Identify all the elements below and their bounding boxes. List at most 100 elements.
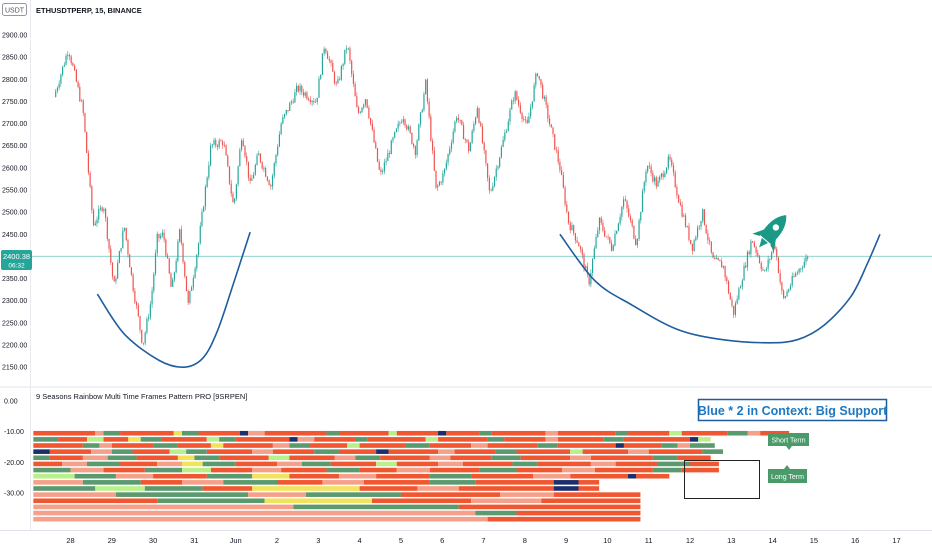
candle-body: [709, 240, 711, 242]
candle-body: [413, 143, 415, 147]
rainbow-band-segment: [95, 430, 104, 436]
candle-body: [770, 252, 773, 259]
rainbow-band-segment: [182, 461, 203, 467]
time-axis-label: 6: [440, 536, 444, 545]
candle-body: [476, 108, 478, 118]
indicator-axis[interactable]: 0.00 -10.00 -20.00 -30.00: [4, 399, 24, 498]
candle-body: [717, 257, 719, 260]
candle-body: [638, 220, 640, 239]
candle-body: [63, 64, 65, 67]
price-axis[interactable]: 2900.00 2850.00 2800.00 2750.00 2700.00 2650.…: [2, 33, 27, 372]
rainbow-band-segment: [223, 480, 277, 485]
candle-body: [758, 256, 761, 264]
candle-body: [418, 124, 420, 141]
candle-body: [187, 291, 189, 303]
candle-body: [148, 317, 150, 319]
candle-body: [375, 142, 377, 149]
candle-body: [270, 185, 272, 187]
rainbow-band-segment: [194, 455, 220, 461]
time-axis-label: 8: [523, 536, 527, 545]
candle-body: [244, 146, 246, 157]
candle-body: [223, 145, 225, 146]
candle-body: [681, 204, 683, 217]
symbol-title[interactable]: ETHUSDTPERP, 15, BINANCE: [36, 6, 142, 15]
rainbow-band-segment: [537, 461, 591, 467]
candle-body: [357, 107, 360, 113]
candle-body: [103, 208, 105, 211]
rainbow-band-segment: [206, 449, 253, 454]
candle-body: [445, 162, 447, 169]
rainbow-band-segment: [652, 455, 678, 461]
rainbow-band-segment: [702, 449, 724, 454]
candle-body: [454, 121, 456, 132]
rainbow-band-segment: [661, 443, 678, 448]
candle-body: [586, 266, 589, 275]
candle-body: [428, 101, 430, 117]
price-axis-label: 2350.00: [2, 276, 27, 283]
candle-body: [495, 168, 497, 177]
rainbow-band-segment: [479, 467, 517, 473]
candle-body: [192, 277, 194, 288]
rainbow-band-segment: [82, 455, 108, 461]
candle-body: [222, 141, 224, 146]
rainbow-band-segment: [33, 480, 83, 485]
candle-body: [683, 215, 685, 217]
candle-body: [287, 109, 289, 111]
candle-body: [519, 105, 521, 113]
rainbow-band-segment: [512, 461, 538, 467]
candle-body: [289, 102, 291, 111]
candle-body: [657, 180, 659, 187]
rainbow-band-segment: [595, 467, 653, 473]
candle-body: [299, 85, 301, 92]
candle-body: [91, 186, 93, 211]
rainbow-band-segment: [475, 480, 554, 485]
candle-body: [111, 262, 114, 277]
candle-body: [280, 123, 282, 135]
candle-body: [679, 202, 681, 205]
rainbow-band-segment: [177, 455, 195, 461]
candle-body: [366, 99, 368, 108]
rainbow-band-segment: [33, 455, 50, 461]
rainbow-band-segment: [99, 443, 112, 448]
rainbow-band-segment: [206, 473, 253, 479]
rainbow-band-segment: [376, 473, 430, 479]
candle-body: [461, 120, 463, 125]
candle-body: [507, 121, 509, 132]
time-axis[interactable]: 28 29 30 31 Jun 2 3 4 5 6 7 8 9 10 11 12 13 14 15 16 17: [66, 536, 900, 545]
candle-body: [266, 176, 268, 181]
time-axis-label: 15: [810, 536, 818, 545]
price-axis-label: 2150.00: [2, 365, 27, 372]
candle-body: [285, 109, 287, 114]
indicator-title[interactable]: 9 Seasons Rainbow Multi Time Frames Patt…: [36, 392, 247, 401]
rainbow-band-segment: [590, 461, 616, 467]
candle-body: [502, 139, 504, 147]
rainbow-band-segment: [33, 449, 50, 454]
candle-body: [550, 124, 552, 128]
currency-badge[interactable]: USDT: [2, 3, 27, 16]
candle-body: [779, 273, 781, 283]
candle-body: [719, 259, 721, 262]
candle-body: [220, 140, 222, 142]
candle-body: [480, 122, 482, 126]
candle-body: [635, 238, 637, 246]
rainbow-band-segment: [49, 455, 83, 461]
candle-body: [574, 233, 576, 241]
candle-body: [249, 177, 251, 181]
candle-body: [271, 175, 274, 187]
rainbow-band-segment: [33, 443, 83, 448]
candle-body: [664, 173, 666, 177]
candle-body: [789, 285, 792, 290]
rainbow-band-segment: [111, 443, 154, 448]
support-curve: [96, 231, 251, 368]
candle-body: [168, 258, 170, 274]
rainbow-band-segment: [103, 430, 121, 436]
candle-body: [154, 253, 157, 274]
rainbow-band-segment: [438, 461, 463, 467]
rainbow-band-segment: [326, 430, 339, 436]
candle-body: [158, 233, 160, 239]
candle-body: [402, 119, 404, 123]
rainbow-band-segment: [58, 437, 88, 442]
candle-body: [263, 168, 265, 169]
